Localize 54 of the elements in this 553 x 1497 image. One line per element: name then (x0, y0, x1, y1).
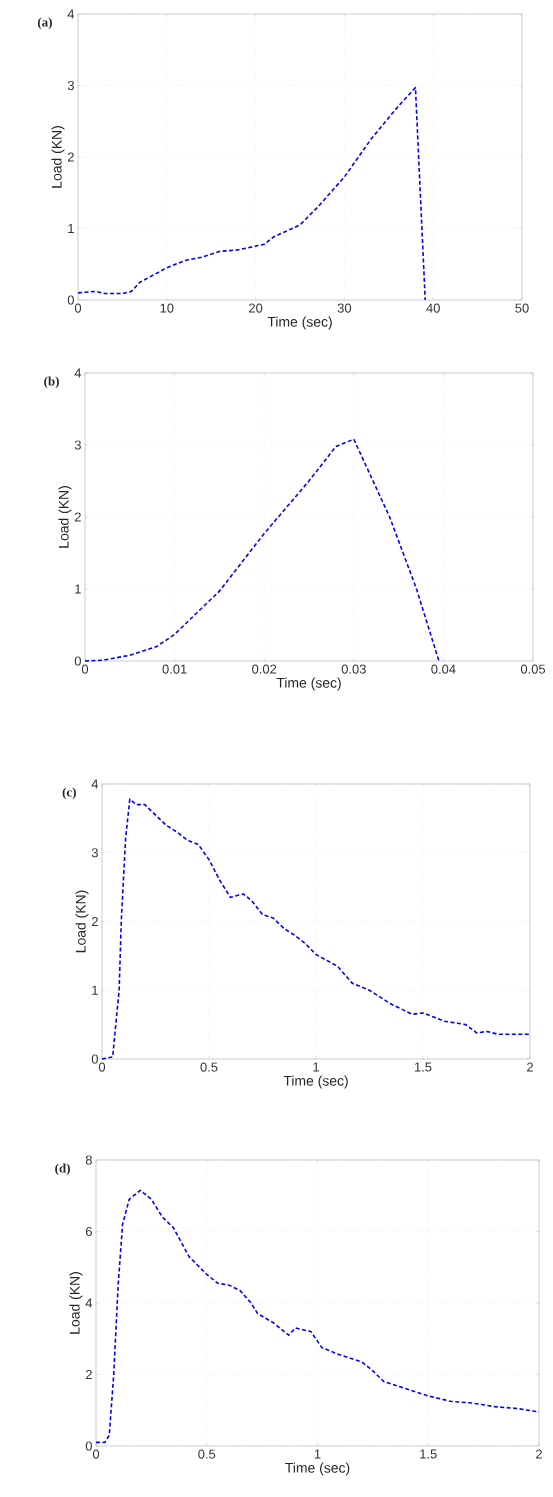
x-tick-label: 2 (536, 1449, 542, 1459)
x-tick-label: 2 (527, 1062, 533, 1072)
y-axis-title: Load (KN) (58, 486, 72, 548)
chart-title: (b) (44, 376, 59, 389)
chart-title: (d) (55, 1163, 70, 1176)
y-tick-label: 0 (91, 1054, 98, 1064)
x-tick-label: 0 (98, 1062, 106, 1072)
x-tick-label: 0.5 (200, 1062, 218, 1072)
x-axis-title: Time (sec) (283, 1075, 348, 1089)
y-tick-label: 3 (74, 440, 81, 450)
y-tick-label: 0 (67, 295, 74, 305)
y-tick-label: 2 (85, 1369, 92, 1380)
y-tick-label: 1 (68, 224, 74, 233)
y-axis-title: Load (KN) (75, 890, 89, 953)
x-tick-label: 40 (426, 303, 440, 313)
line-series (77, 86, 427, 301)
x-tick-label: 1 (313, 1062, 319, 1072)
y-tick-label: 4 (67, 9, 75, 19)
y-tick-label: 3 (91, 848, 98, 858)
x-tick-label: 0.03 (341, 664, 366, 674)
y-tick-label: 4 (74, 368, 82, 378)
y-tick-label: 4 (85, 1298, 93, 1308)
x-tick-label: 0.05 (520, 664, 546, 674)
y-tick-label: 0 (85, 1441, 92, 1451)
y-axis-title: Load (KN) (69, 1272, 83, 1334)
x-tick-label: 0.5 (198, 1449, 216, 1459)
x-tick-label: 10 (160, 303, 174, 313)
chart-title: (c) (62, 787, 76, 800)
x-tick-label: 0.01 (162, 664, 187, 674)
y-tick-label: 0 (74, 656, 81, 666)
y-axis-title: Load (KN) (51, 126, 65, 188)
x-tick-label: 1 (314, 1449, 321, 1459)
x-tick-label: 50 (515, 303, 529, 313)
y-tick-label: 4 (91, 779, 99, 789)
x-axis-title: Time (sec) (285, 1462, 350, 1476)
x-tick-label: 0.04 (431, 664, 456, 674)
chart-title: (a) (37, 17, 52, 30)
line-series (84, 438, 440, 662)
x-tick-label: 0.02 (252, 664, 277, 674)
x-axis-title: Time (sec) (267, 316, 332, 330)
x-tick-label: 20 (249, 303, 263, 313)
x-tick-label: 30 (337, 303, 352, 313)
y-tick-label: 1 (92, 985, 98, 995)
y-tick-label: 2 (67, 152, 74, 162)
y-tick-label: 6 (85, 1226, 92, 1237)
y-tick-label: 2 (91, 916, 98, 927)
line-series (101, 798, 531, 1060)
y-tick-label: 8 (85, 1155, 92, 1165)
x-axis-title: Time (sec) (276, 677, 341, 691)
x-tick-label: 1.5 (420, 1449, 437, 1459)
y-tick-label: 1 (75, 584, 81, 594)
y-tick-label: 3 (67, 80, 74, 91)
x-tick-label: 1.5 (414, 1062, 432, 1072)
y-tick-label: 2 (74, 512, 81, 522)
